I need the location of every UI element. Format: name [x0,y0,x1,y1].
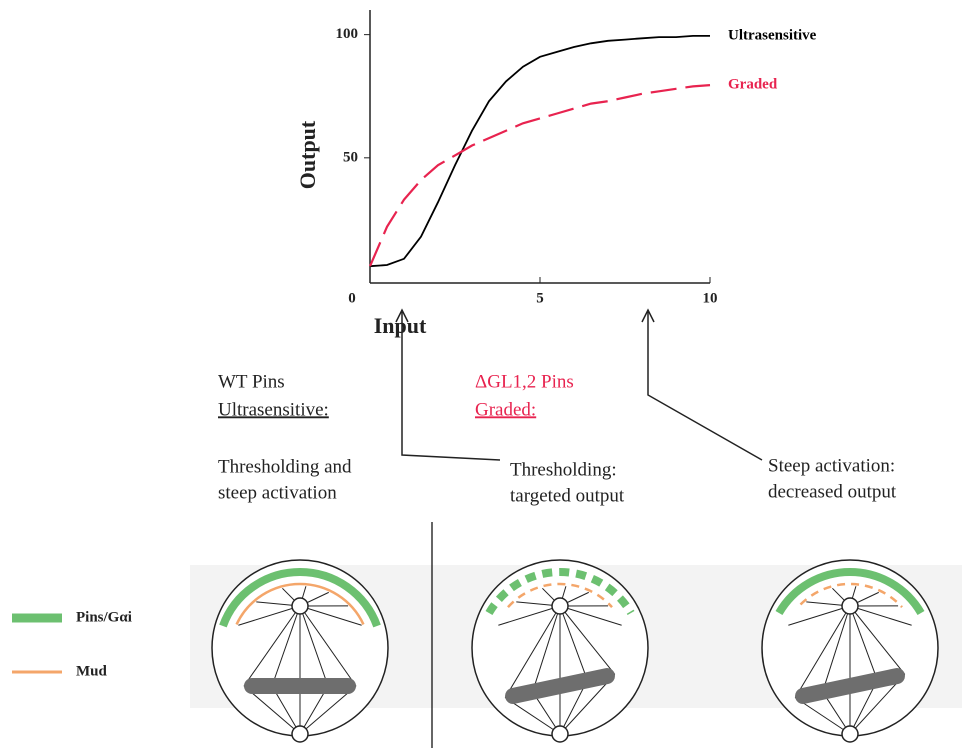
panel-subtitle: Graded: [475,399,536,420]
spindle-pole [292,726,308,742]
panel-text: Steep activation: [768,455,895,476]
series-label: Ultrasensitive [728,27,817,43]
spindle-pole [292,598,308,614]
y-tick-label: 100 [336,26,359,42]
panel-text: targeted output [510,485,625,506]
legend-label: Pins/Gαi [76,609,132,625]
legend-label: Mud [76,663,108,679]
panel-title: ΔGL1,2 Pins [475,371,574,392]
panel-text: Thresholding and [218,456,352,477]
series-line [370,85,710,266]
spindle-pole [552,726,568,742]
series-label: Graded [728,77,778,93]
x-tick-label: 10 [703,290,718,306]
figure: Input Output WT Pins Ultrasensitive: ΔGL… [0,0,962,754]
x-axis-label: Input [374,313,427,338]
panel-text: steep activation [218,482,337,503]
arrow [648,312,762,460]
panel-text: decreased output [768,481,897,502]
panel-subtitle: Ultrasensitive: [218,399,329,420]
y-tick-label: 50 [343,149,358,165]
spindle-pole [552,598,568,614]
chromosomes [244,678,356,694]
x-tick-label: 5 [536,290,544,306]
series-line [370,36,710,266]
spindle-pole [842,598,858,614]
x-tick-label: 0 [348,290,356,306]
spindle-pole [842,726,858,742]
panel-text: Thresholding: [510,459,617,480]
y-axis-label: Output [295,120,320,189]
panel-title: WT Pins [218,371,285,392]
